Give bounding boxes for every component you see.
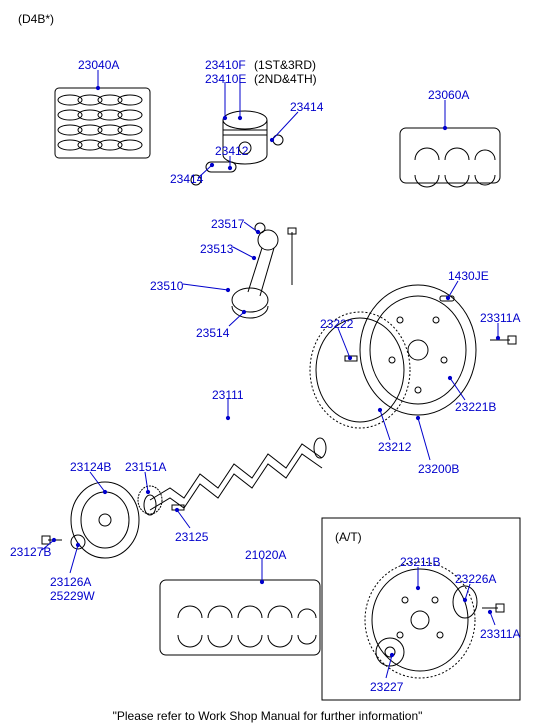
callout-at_note: (A/T) xyxy=(335,530,362,544)
callout-23126A: 23126A xyxy=(50,575,91,589)
callout-23517: 23517 xyxy=(211,217,244,231)
callout-23414_l: 23414 xyxy=(170,172,203,186)
callout-21020A: 21020A xyxy=(245,548,286,562)
callout-23414_r: 23414 xyxy=(290,100,323,114)
callout-23040A: 23040A xyxy=(78,58,119,72)
footer-note: "Please refer to Work Shop Manual for fu… xyxy=(0,709,535,723)
callout-23124B: 23124B xyxy=(70,460,111,474)
callout-23125: 23125 xyxy=(175,530,208,544)
callout-note_f: (1ST&3RD) xyxy=(254,58,316,72)
callout-23412: 23412 xyxy=(215,144,248,158)
callout-25229W: 25229W xyxy=(50,589,95,603)
callout-23127B: 23127B xyxy=(10,545,51,559)
callout-23410F: 23410F xyxy=(205,58,246,72)
diagram-canvas: (D4B*) 23040A 23410F (1ST&3RD) 23410E (2ND&4T… xyxy=(0,0,535,727)
callout-23226A: 23226A xyxy=(455,572,496,586)
callout-23227: 23227 xyxy=(370,680,403,694)
callout-23311A_b: 23311A xyxy=(480,627,520,641)
callout-23410E: 23410E xyxy=(205,72,246,86)
callout-23510: 23510 xyxy=(150,279,183,293)
callout-1430JE: 1430JE xyxy=(448,269,489,283)
callout-23151A: 23151A xyxy=(125,460,166,474)
callout-23211B: 23211B xyxy=(400,555,440,569)
callout-23513: 23513 xyxy=(200,242,233,256)
line-art xyxy=(0,0,535,727)
callout-23222: 23222 xyxy=(320,317,353,331)
callout-23200B: 23200B xyxy=(418,462,459,476)
callout-23221B: 23221B xyxy=(455,400,496,414)
callout-23212: 23212 xyxy=(378,440,411,454)
callout-23060A: 23060A xyxy=(428,88,469,102)
callout-23111: 23111 xyxy=(212,388,244,402)
callout-23514: 23514 xyxy=(196,326,229,340)
callout-23311A_t: 23311A xyxy=(480,311,520,325)
callout-note_e: (2ND&4TH) xyxy=(254,72,317,86)
callout-model: (D4B*) xyxy=(18,12,54,26)
